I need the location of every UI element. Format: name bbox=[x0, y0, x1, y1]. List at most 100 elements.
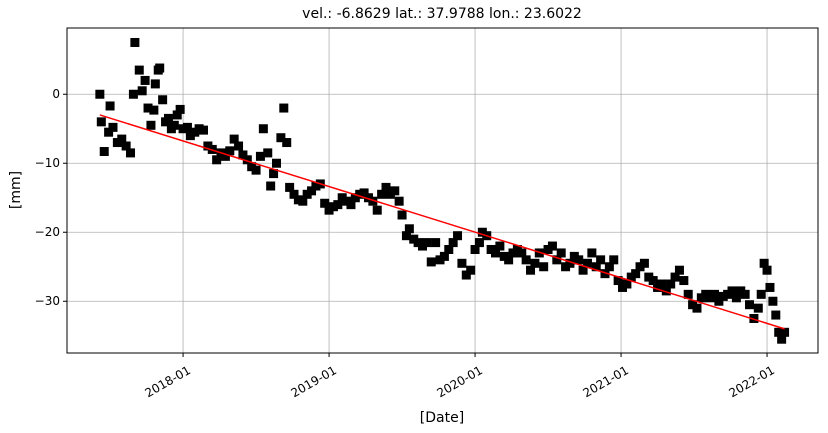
point bbox=[397, 210, 407, 220]
point bbox=[490, 248, 500, 258]
point bbox=[146, 120, 156, 130]
point bbox=[255, 151, 265, 161]
point bbox=[220, 151, 230, 161]
y-tick-label: −20 bbox=[35, 225, 60, 239]
point bbox=[457, 258, 467, 268]
point bbox=[266, 181, 276, 191]
point bbox=[163, 113, 173, 123]
point bbox=[526, 265, 536, 275]
point bbox=[229, 134, 239, 144]
point bbox=[426, 257, 436, 267]
point bbox=[609, 255, 619, 265]
point bbox=[422, 238, 432, 248]
point bbox=[692, 303, 702, 313]
point bbox=[604, 262, 614, 272]
y-tick-label: −10 bbox=[35, 156, 60, 170]
point bbox=[175, 104, 185, 114]
point bbox=[539, 262, 549, 272]
x-axis-label: [Date] bbox=[420, 410, 464, 426]
x-tick-label: 2020-01 bbox=[435, 363, 485, 400]
point bbox=[401, 231, 411, 241]
point bbox=[276, 133, 286, 143]
point bbox=[768, 296, 778, 306]
point bbox=[269, 169, 279, 179]
fit-line bbox=[99, 114, 785, 330]
point bbox=[150, 79, 160, 89]
point bbox=[99, 147, 109, 157]
point bbox=[670, 272, 680, 282]
point bbox=[225, 146, 235, 156]
point bbox=[126, 148, 136, 158]
point bbox=[666, 279, 676, 289]
point bbox=[582, 258, 592, 268]
y-axis-label: [mm] bbox=[8, 171, 24, 209]
point bbox=[727, 286, 737, 296]
point bbox=[780, 327, 790, 337]
y-tick-label: 0 bbox=[52, 87, 60, 101]
point bbox=[631, 269, 641, 279]
point bbox=[762, 265, 772, 275]
point bbox=[461, 270, 471, 280]
point bbox=[117, 134, 127, 144]
x-tick-label: 2022-01 bbox=[727, 363, 777, 400]
point bbox=[683, 289, 693, 299]
point bbox=[121, 141, 131, 151]
point bbox=[521, 255, 531, 265]
point bbox=[587, 248, 597, 258]
point bbox=[765, 282, 775, 292]
point bbox=[242, 155, 252, 165]
point bbox=[298, 196, 308, 206]
point bbox=[731, 293, 741, 303]
point bbox=[756, 289, 766, 299]
point bbox=[134, 65, 144, 75]
point bbox=[679, 276, 689, 286]
point bbox=[709, 289, 719, 299]
point bbox=[439, 251, 449, 261]
point bbox=[199, 125, 209, 135]
point bbox=[474, 238, 484, 248]
point bbox=[289, 189, 299, 199]
point bbox=[238, 150, 248, 160]
x-tick-label: 2021-01 bbox=[581, 363, 631, 400]
point bbox=[466, 265, 476, 275]
point bbox=[394, 196, 404, 206]
point bbox=[234, 141, 244, 151]
point bbox=[381, 182, 391, 192]
point bbox=[547, 241, 557, 251]
point bbox=[517, 248, 527, 258]
point bbox=[143, 103, 153, 113]
point bbox=[495, 241, 505, 251]
point bbox=[674, 265, 684, 275]
point bbox=[390, 186, 400, 196]
point bbox=[137, 86, 147, 96]
chart-title: vel.: -6.8629 lat.: 37.9788 lon.: 23.602… bbox=[302, 6, 582, 22]
point bbox=[372, 205, 382, 215]
point bbox=[320, 198, 330, 208]
point bbox=[574, 255, 584, 265]
point bbox=[448, 238, 458, 248]
point bbox=[759, 258, 769, 268]
point bbox=[613, 276, 623, 286]
point bbox=[639, 258, 649, 268]
point bbox=[251, 165, 261, 175]
point bbox=[657, 279, 667, 289]
point bbox=[149, 105, 159, 115]
point bbox=[155, 63, 165, 73]
x-tick-label: 2019-01 bbox=[289, 363, 339, 400]
point bbox=[504, 255, 514, 265]
point bbox=[453, 231, 463, 241]
point bbox=[212, 155, 222, 165]
point bbox=[285, 182, 295, 192]
point bbox=[777, 334, 787, 344]
point bbox=[263, 148, 273, 158]
point bbox=[108, 122, 118, 132]
point bbox=[565, 258, 575, 268]
point bbox=[578, 265, 588, 275]
point bbox=[774, 327, 784, 337]
point bbox=[359, 188, 369, 198]
point bbox=[530, 258, 540, 268]
point bbox=[346, 200, 356, 210]
point bbox=[740, 289, 750, 299]
point bbox=[272, 158, 282, 168]
